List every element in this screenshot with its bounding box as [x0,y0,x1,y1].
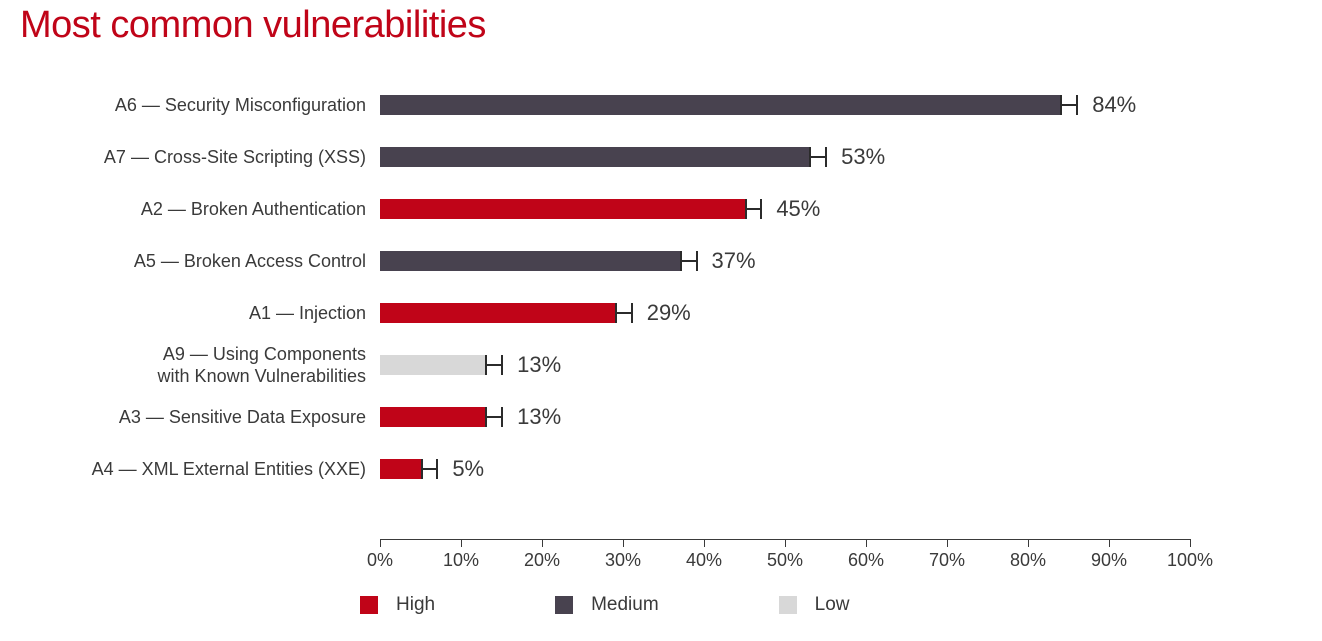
bar-value: 53% [827,144,885,170]
x-tick-label: 70% [929,550,965,571]
x-tick-label: 40% [686,550,722,571]
bar-row: A2 — Broken Authentication45% [380,199,1190,219]
bar-label: A3 — Sensitive Data Exposure [50,406,380,429]
vulnerabilities-bar-chart: 0%10%20%30%40%50%60%70%80%90%100% A6 — S… [380,95,1190,540]
x-tick-label: 10% [443,550,479,571]
legend-swatch [779,596,797,614]
bar-label: A2 — Broken Authentication [50,198,380,221]
bar-value: 13% [503,352,561,378]
bar [380,147,809,167]
bar [380,407,485,427]
whisker-icon [485,407,503,427]
bar-value: 5% [438,456,484,482]
x-tick [542,539,543,547]
bar [380,251,680,271]
bar-value: 37% [698,248,756,274]
x-tick [461,539,462,547]
legend-label: High [396,594,435,616]
whisker-icon [1060,95,1078,115]
bar [380,95,1060,115]
legend: High Medium Low [360,594,850,616]
legend-label: Medium [591,594,659,616]
x-tick-label: 100% [1167,550,1213,571]
x-tick [947,539,948,547]
whisker-icon [809,147,827,167]
bar-row: A6 — Security Misconfiguration84% [380,95,1190,115]
x-tick-label: 0% [367,550,393,571]
bar-label: A9 — Using Components with Known Vulnera… [50,343,380,388]
bar-value: 13% [503,404,561,430]
whisker-icon [745,199,763,219]
legend-swatch [555,596,573,614]
legend-item: Medium [555,594,659,616]
x-tick [866,539,867,547]
whisker-icon [421,459,439,479]
bar [380,459,421,479]
bar-label: A5 — Broken Access Control [50,250,380,273]
whisker-icon [680,251,698,271]
bar-row: A4 — XML External Entities (XXE)5% [380,459,1190,479]
x-tick [1190,539,1191,547]
x-tick [380,539,381,547]
whisker-icon [615,303,633,323]
bar-row: A3 — Sensitive Data Exposure13% [380,407,1190,427]
bar [380,303,615,323]
bar-value: 84% [1078,92,1136,118]
legend-item: High [360,594,435,616]
bar-row: A7 — Cross-Site Scripting (XSS)53% [380,147,1190,167]
x-axis: 0%10%20%30%40%50%60%70%80%90%100% [380,539,1190,540]
x-tick-label: 30% [605,550,641,571]
bar [380,199,745,219]
legend-item: Low [779,594,850,616]
x-tick [1109,539,1110,547]
x-tick [623,539,624,547]
bar-label: A7 — Cross-Site Scripting (XSS) [50,146,380,169]
bar [380,355,485,375]
x-tick-label: 80% [1010,550,1046,571]
legend-label: Low [815,594,850,616]
x-tick [704,539,705,547]
x-tick-label: 90% [1091,550,1127,571]
bar-label: A4 — XML External Entities (XXE) [50,458,380,481]
x-tick-label: 20% [524,550,560,571]
legend-swatch [360,596,378,614]
chart-title: Most common vulnerabilities [20,4,486,47]
bar-value: 45% [762,196,820,222]
bar-label: A6 — Security Misconfiguration [50,94,380,117]
x-tick [1028,539,1029,547]
bar-row: A1 — Injection29% [380,303,1190,323]
bar-label: A1 — Injection [50,302,380,325]
x-tick [785,539,786,547]
bar-row: A9 — Using Components with Known Vulnera… [380,355,1190,375]
plot-area: 0%10%20%30%40%50%60%70%80%90%100% A6 — S… [380,95,1190,540]
bar-value: 29% [633,300,691,326]
x-tick-label: 50% [767,550,803,571]
whisker-icon [485,355,503,375]
x-tick-label: 60% [848,550,884,571]
bar-row: A5 — Broken Access Control37% [380,251,1190,271]
